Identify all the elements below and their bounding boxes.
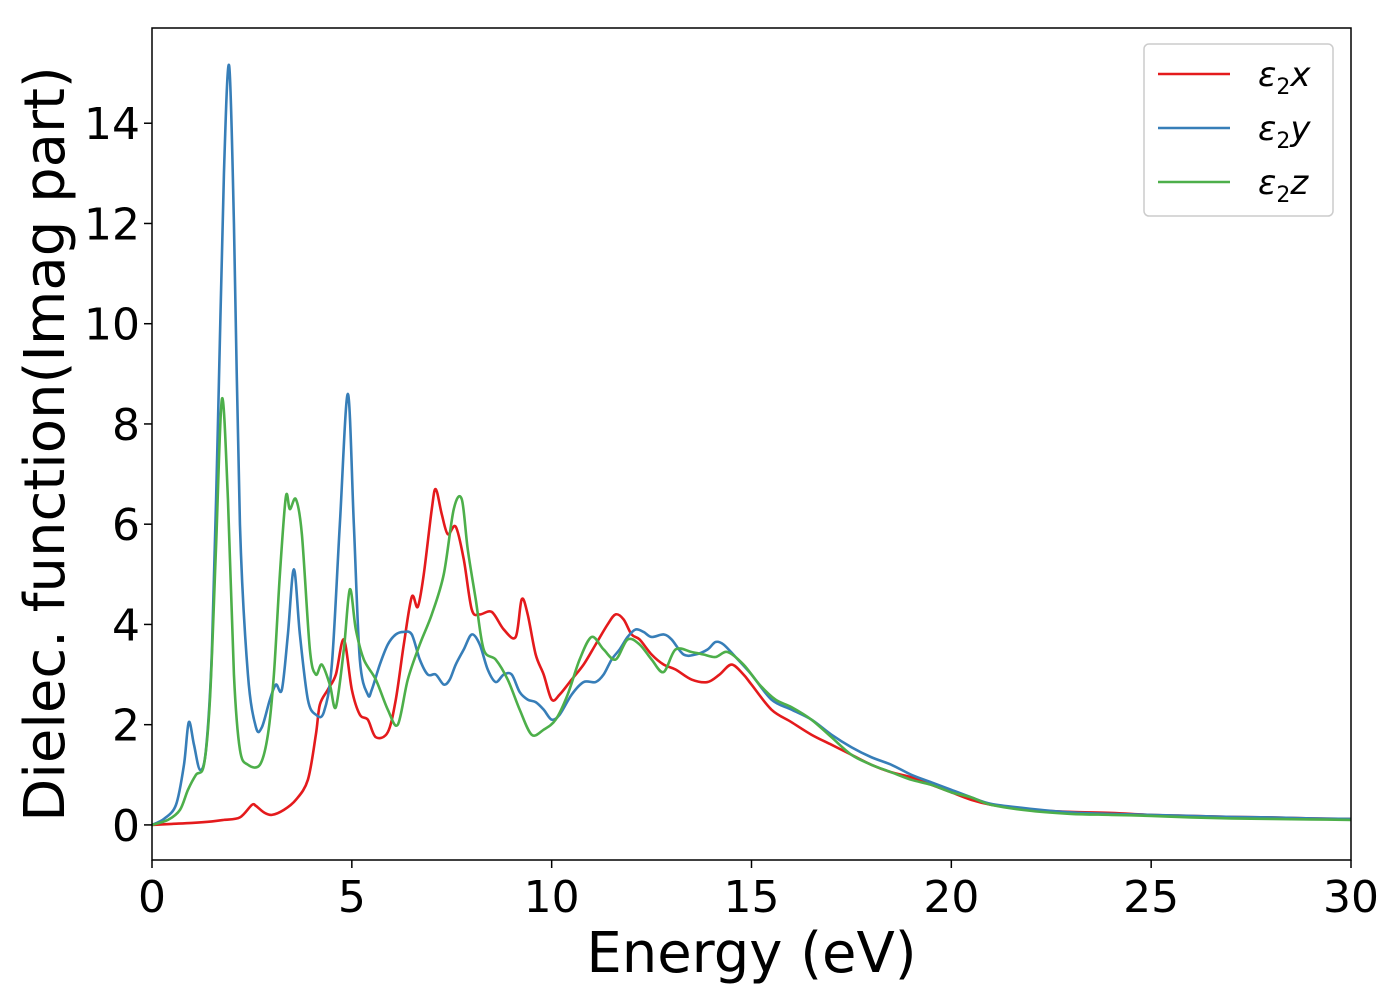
x-tick-label: 15	[724, 872, 780, 923]
ticks-layer: 0 5 10 15 20 25 30 0 2 4 6 8 10 12 14	[84, 99, 1379, 923]
y-tick-label: 2	[112, 701, 140, 752]
y-tick-label: 14	[84, 99, 140, 150]
y-tick-label: 0	[112, 801, 140, 852]
series-line-z	[152, 397, 1351, 827]
series-line-y	[152, 63, 1351, 827]
y-tick-label: 12	[84, 199, 140, 250]
y-axis-title: Dielec. function(Imag part)	[13, 66, 78, 822]
y-tick-label: 6	[112, 500, 140, 551]
series-line-x	[152, 487, 1351, 827]
x-tick-label: 10	[524, 872, 580, 923]
x-tick-label: 5	[338, 872, 366, 923]
y-tick-label: 8	[112, 400, 140, 451]
x-tick-label: 20	[923, 872, 979, 923]
x-axis-title: Energy (eV)	[586, 921, 916, 986]
series-layer	[152, 63, 1351, 827]
legend-box	[1143, 43, 1334, 217]
x-tick-label: 30	[1323, 872, 1379, 923]
y-tick-label: 4	[112, 600, 140, 651]
legend-label-z: ε2z	[1258, 163, 1309, 208]
y-tick-label: 10	[84, 300, 140, 351]
legend-label-x: ε2x	[1258, 55, 1311, 100]
legend-label-y: ε2y	[1258, 109, 1311, 154]
x-tick-label: 0	[138, 872, 166, 923]
legend: ε2x ε2y ε2z	[1143, 43, 1334, 217]
x-tick-label: 25	[1123, 872, 1179, 923]
